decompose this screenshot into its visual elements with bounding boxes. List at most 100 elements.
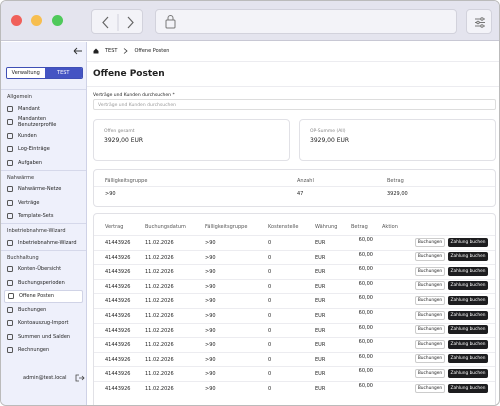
bookings-button[interactable]: Buchungen (415, 295, 445, 305)
book-payment-button[interactable]: Zahlung buchen (448, 354, 488, 364)
book-payment-button[interactable]: Zahlung buchen (448, 252, 488, 262)
close-dot[interactable] (11, 15, 22, 26)
cell: >90 (205, 327, 216, 334)
book-payment-button[interactable]: Zahlung buchen (448, 383, 488, 393)
cell: 41443926 (105, 386, 131, 392)
row-divider (94, 186, 495, 187)
collapse-arrow[interactable] (73, 47, 83, 55)
cell: >90 (205, 298, 216, 305)
breadcrumb-item[interactable]: TEST (105, 48, 118, 54)
book-payment-button[interactable]: Zahlung buchen (448, 295, 488, 305)
cell: 11.02.2026 (145, 298, 174, 305)
book-payment-button[interactable]: Zahlung buchen (448, 281, 488, 291)
bookings-button[interactable]: Buchungen (415, 383, 445, 393)
cell: EUR (315, 298, 326, 305)
nav-item[interactable]: Template-Sets (1, 210, 86, 224)
nav-item[interactable]: Inbetriebnahme-Wizard (1, 236, 86, 250)
cell: >90 (205, 371, 216, 378)
home-icon[interactable] (93, 48, 99, 54)
cell: 60,00 (358, 251, 373, 258)
mode-toggle: Verwaltung TEST (6, 67, 83, 79)
book-payment-button[interactable]: Zahlung buchen (448, 237, 488, 247)
nav-item[interactable]: Log-Einträge (1, 143, 86, 157)
url-bar[interactable] (155, 9, 457, 34)
row-divider (94, 278, 495, 280)
cell: >90 (205, 313, 216, 319)
cell: 41443926 (105, 342, 131, 349)
nav-label: Inbetriebnahme-Wizard (18, 239, 77, 246)
nav-buttons (91, 9, 143, 34)
logout-icon[interactable] (75, 374, 85, 382)
nav-item[interactable]: Buchungsperioden (1, 276, 86, 290)
column-header: Anzahl (297, 178, 314, 184)
bookings-button[interactable]: Buchungen (415, 237, 445, 247)
browser-toolbar (1, 1, 499, 41)
bookings-button[interactable]: Buchungen (415, 368, 445, 378)
lock-icon (165, 15, 176, 29)
toggle-option[interactable]: Verwaltung (7, 68, 45, 78)
nav-item[interactable]: Rechnungen (1, 344, 86, 358)
cell: 60,00 (358, 353, 373, 360)
toggle-option[interactable]: TEST (44, 68, 82, 78)
divider (87, 86, 499, 87)
search-input[interactable]: Verträge und Kunden durchsuchen (93, 99, 496, 110)
maximize-dot[interactable] (52, 15, 63, 26)
row-divider (94, 366, 495, 368)
cell: EUR (315, 342, 326, 349)
nav-item[interactable]: Mandanten Benutzerprofile (1, 116, 86, 130)
cell: 0 (268, 386, 272, 392)
nav-label: Offene Posten (19, 293, 54, 300)
nav-icon (7, 199, 13, 206)
nav-item[interactable]: Konten-Übersicht (1, 263, 86, 277)
book-payment-button[interactable]: Zahlung buchen (448, 339, 488, 349)
bookings-button[interactable]: Buchungen (415, 266, 445, 276)
row-divider (94, 351, 495, 353)
bookings-button[interactable]: Buchungen (415, 252, 445, 262)
book-payment-button[interactable]: Zahlung buchen (448, 266, 488, 276)
nav-icon (7, 132, 13, 139)
cell: 41443926 (105, 313, 131, 319)
cell: 11.02.2026 (145, 269, 174, 276)
minimize-dot[interactable] (31, 15, 42, 26)
row-divider (94, 381, 495, 382)
cell: >90 (205, 356, 216, 363)
nav-item[interactable]: Mandant (1, 102, 86, 116)
cell: 11.02.2026 (145, 356, 174, 363)
book-payment-button[interactable]: Zahlung buchen (448, 368, 488, 378)
settings-button[interactable] (466, 9, 492, 34)
cell: EUR (315, 283, 326, 290)
nav-item[interactable]: Offene Posten (4, 289, 83, 303)
cell: 11.02.2026 (145, 342, 174, 349)
nav-item[interactable]: Summen und Salden (1, 330, 86, 344)
nav-label: Log-Einträge (18, 146, 50, 153)
cell: EUR (315, 327, 326, 334)
cell: EUR (315, 371, 326, 378)
search-label: Verträge und Kunden durchsuchen * (93, 93, 175, 98)
nav-item[interactable]: Kunden (1, 129, 86, 143)
nav-item[interactable]: Kontoauszug-Import (1, 317, 86, 331)
card-label: Offen gesamt (104, 129, 135, 134)
nav-arrows[interactable] (92, 10, 144, 35)
bookings-button[interactable]: Buchungen (415, 339, 445, 349)
posts-table: Vertrag Buchungsdatum Fälligkeitsgruppe Kos… (93, 213, 496, 405)
row-divider (94, 235, 495, 236)
section-title: Allgemein (1, 89, 86, 102)
cell: EUR (315, 269, 326, 276)
nav-item[interactable]: Buchungen (1, 303, 86, 317)
nav-label: Template-Sets (18, 213, 54, 220)
book-payment-button[interactable]: Zahlung buchen (448, 310, 488, 320)
bookings-button[interactable]: Buchungen (415, 354, 445, 364)
book-payment-button[interactable]: Zahlung buchen (448, 325, 488, 335)
sidebar: Verwaltung TEST Allgemein Mandant Mandante… (1, 42, 87, 405)
nav-item[interactable]: Aufgaben (1, 156, 86, 170)
column-header: Aktion (382, 224, 398, 230)
breadcrumb-item: Offene Posten (134, 48, 170, 54)
nav-item[interactable]: Nahwärme-Netze (1, 183, 86, 197)
bookings-button[interactable]: Buchungen (415, 325, 445, 335)
bookings-button[interactable]: Buchungen (415, 281, 445, 291)
nav-item[interactable]: Verträge (1, 196, 86, 210)
bookings-button[interactable]: Buchungen (415, 310, 445, 320)
cell: 11.02.2026 (145, 327, 174, 334)
cell: EUR (315, 240, 326, 246)
